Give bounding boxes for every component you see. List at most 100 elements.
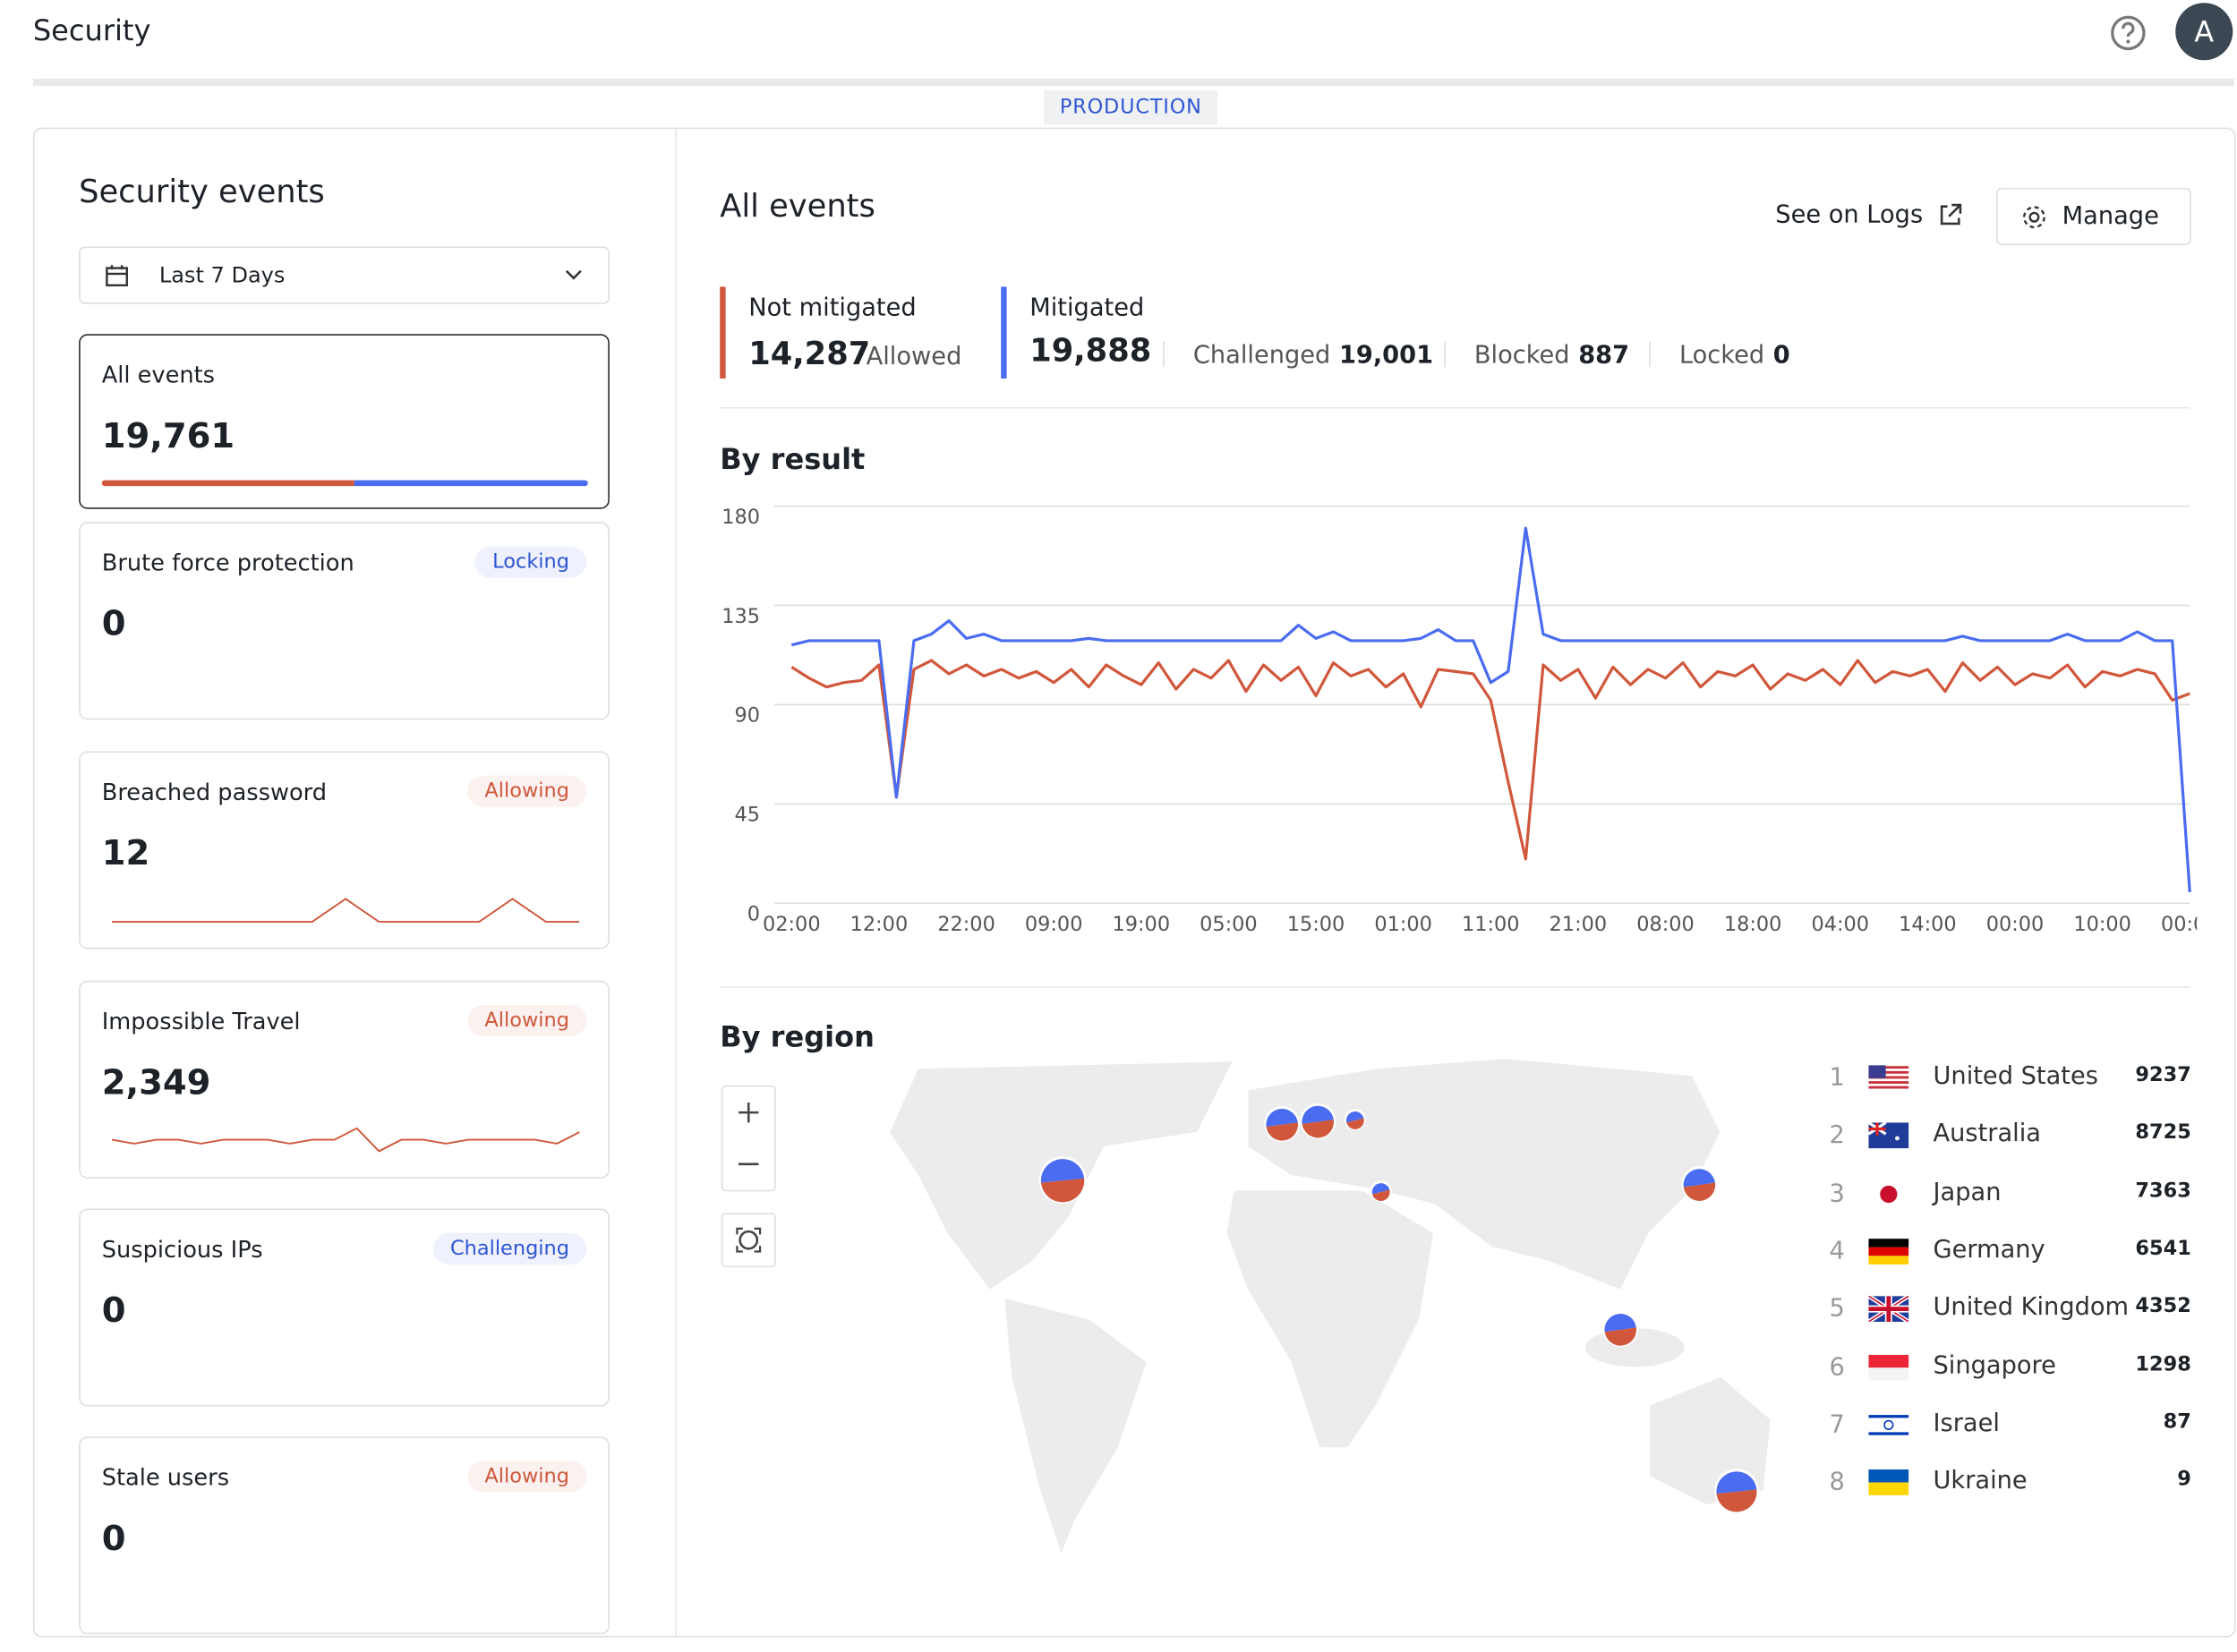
x-tick-label: 08:00	[1636, 913, 1695, 936]
detector-card[interactable]: Suspicious IPs 0 Challenging	[79, 1208, 610, 1407]
x-tick-label: 02:00	[763, 913, 821, 936]
pie-red	[1302, 1120, 1335, 1138]
pie-red	[1372, 1189, 1390, 1201]
progress-mitigated	[354, 480, 588, 487]
region-rank: 5	[1829, 1294, 1845, 1324]
page-title: Security	[32, 13, 151, 47]
flag-icon	[1868, 1411, 1909, 1438]
region-rank: 1	[1829, 1063, 1845, 1093]
calendar-icon	[106, 265, 128, 286]
events-title: All events	[720, 189, 875, 226]
zoom-controls	[721, 1085, 776, 1192]
region-rank: 7	[1829, 1410, 1845, 1440]
date-dropdown[interactable]: Last 7 Days	[79, 246, 610, 304]
pie-red	[1604, 1327, 1637, 1346]
line-chart: 0 45 90 135 180 02:00 12:00 22:00 09:00 19:00 05:0…	[721, 505, 2197, 936]
all-events-card[interactable]: All events 19,761	[79, 334, 610, 509]
detector-card[interactable]: Brute force protection 0 Locking	[79, 522, 610, 720]
detector-card[interactable]: Impossible Travel 2,349 Allowing	[79, 980, 610, 1179]
x-tick-label: 15:00	[1287, 913, 1345, 936]
y-tick-label: 180	[721, 506, 760, 529]
x-tick-label: 18:00	[1724, 913, 1782, 936]
reset-icon	[736, 1227, 762, 1253]
region-count: 8725	[2135, 1121, 2191, 1145]
region-count: 9	[2177, 1468, 2191, 1492]
breakdown-value: 887	[1578, 341, 1630, 370]
x-tick-label: 14:00	[1899, 913, 1957, 936]
breakdown-item: Locked 0	[1679, 341, 1790, 370]
region-row[interactable]: 1 United States 9237	[1822, 1057, 2191, 1100]
flag-icon	[1868, 1238, 1909, 1265]
pie-blue	[1604, 1314, 1636, 1333]
series-line	[790, 526, 2191, 893]
y-tick-label: 0	[747, 903, 760, 926]
region-count: 7363	[2135, 1179, 2191, 1203]
pie-red	[1346, 1118, 1364, 1129]
mitigated-label: Mitigated	[1029, 294, 1145, 323]
region-count: 9237	[2135, 1063, 2191, 1087]
status-badge: Allowing	[467, 775, 587, 807]
allowed-label: Allowed	[866, 342, 962, 371]
region-row[interactable]: 4 Germany 6541	[1822, 1230, 2190, 1273]
manage-button[interactable]: Manage	[1995, 187, 2191, 245]
avatar[interactable]: A	[2175, 3, 2233, 61]
x-tick-label: 10:00	[2073, 913, 2131, 936]
progress-not-mitigated	[101, 480, 354, 487]
region-country: Ukraine	[1933, 1466, 2028, 1496]
region-row[interactable]: 8 Ukraine 9	[1822, 1461, 2191, 1504]
y-tick-label: 45	[735, 804, 761, 827]
breakdown-label: Challenged	[1192, 341, 1331, 370]
world-map[interactable]	[803, 1046, 1806, 1620]
external-icon	[1940, 203, 1962, 226]
separator	[720, 986, 2190, 988]
chevron	[565, 269, 582, 280]
region-row[interactable]: 7 Israel 87	[1822, 1403, 2190, 1446]
pie-red	[1683, 1182, 1716, 1201]
pie-blue	[1683, 1169, 1715, 1188]
region-pie	[1370, 1180, 1392, 1203]
region-pie	[1602, 1311, 1639, 1348]
card-value: 12	[101, 832, 150, 873]
x-tick-label: 00:00	[2161, 913, 2197, 936]
card-value: 2,349	[101, 1062, 211, 1103]
pie-red	[1716, 1489, 1757, 1512]
panel-divider	[675, 129, 678, 1636]
detector-card[interactable]: Stale users 0 Allowing	[79, 1436, 610, 1635]
breakdown-label: Locked	[1678, 341, 1765, 370]
region-country: Japan	[1933, 1178, 2002, 1207]
pie-blue	[1040, 1159, 1085, 1183]
region-rank: 4	[1829, 1237, 1845, 1266]
region-row[interactable]: 2 Australia 8725	[1822, 1114, 2191, 1157]
breakdown-value: 19,001	[1338, 341, 1434, 370]
flag-icon	[1868, 1469, 1909, 1496]
region-rank: 2	[1829, 1121, 1845, 1151]
main-panel	[32, 127, 2236, 1638]
region-count: 4352	[2135, 1294, 2191, 1318]
detector-card[interactable]: Breached password 12 Allowing	[79, 751, 610, 949]
sparkline	[111, 1127, 580, 1153]
mitigated-bar	[1001, 286, 1007, 379]
region-row[interactable]: 6 Singapore 1298	[1822, 1345, 2190, 1388]
region-row[interactable]: 3 Japan 7363	[1822, 1172, 2191, 1215]
help-icon[interactable]	[2108, 13, 2148, 53]
card-value: 19,761	[101, 415, 235, 456]
breakdown-item: Challenged 19,001	[1193, 341, 1433, 370]
reset-view-button[interactable]	[721, 1213, 776, 1268]
pie-blue	[1716, 1471, 1757, 1494]
pie-red	[1266, 1122, 1298, 1141]
card-label: Breached password	[101, 778, 328, 806]
breakdown-item: Blocked 887	[1474, 341, 1629, 370]
status-badge: Allowing	[467, 1005, 587, 1037]
card-label: Brute force protection	[101, 549, 354, 577]
x-tick-label: 00:00	[1986, 913, 2045, 936]
separator	[1649, 341, 1651, 368]
status-badge: Allowing	[467, 1460, 587, 1493]
zoom-icons[interactable]	[736, 1100, 762, 1178]
card-value: 0	[101, 603, 126, 644]
region-pie	[1681, 1166, 1718, 1203]
logs-link[interactable]: See on Logs	[1775, 200, 1924, 230]
x-tick-label: 22:00	[937, 913, 995, 936]
date-range: Last 7 Days	[158, 262, 286, 289]
region-row[interactable]: 5 United Kingdom 4352	[1822, 1288, 2191, 1331]
